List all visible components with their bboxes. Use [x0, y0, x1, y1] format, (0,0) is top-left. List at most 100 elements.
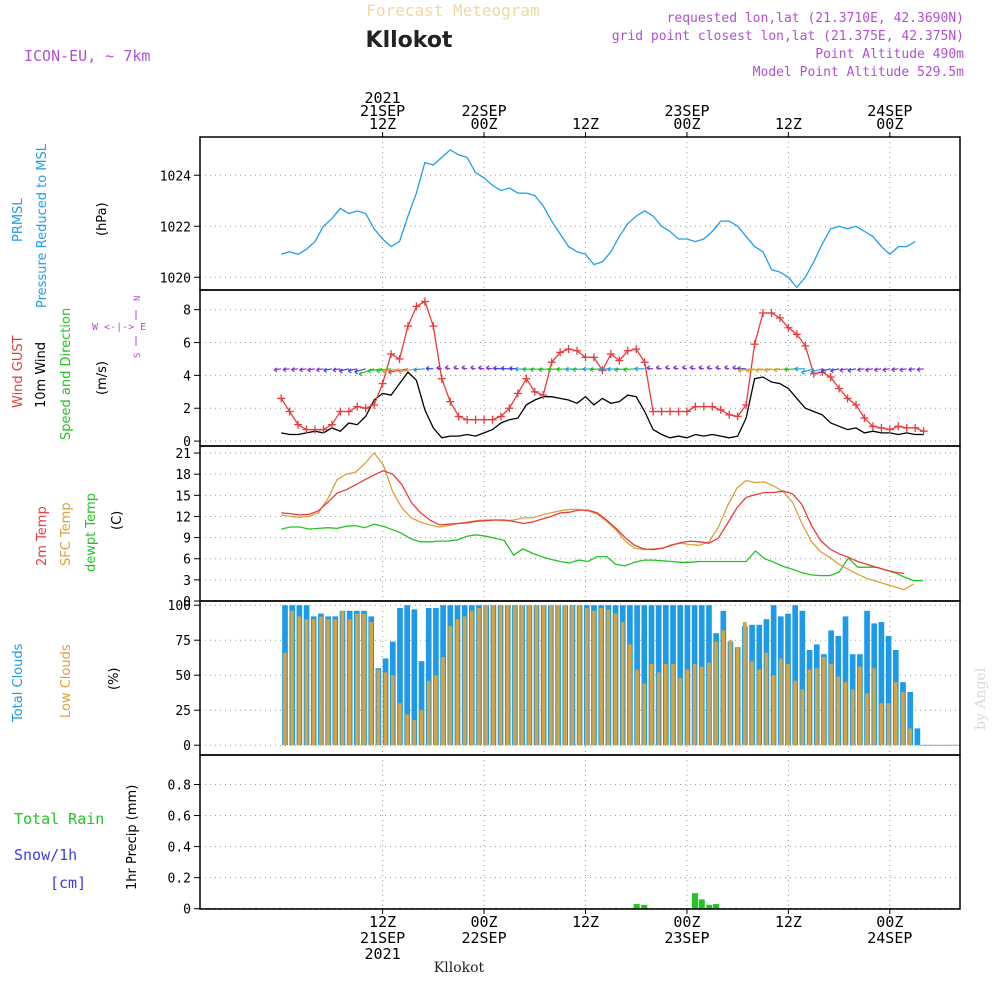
low-cloud-bar	[491, 605, 496, 746]
low-cloud-bar	[283, 652, 287, 746]
wind-direction-arrow	[738, 368, 755, 372]
temp-label-dewpt: dewpt Temp	[84, 493, 99, 572]
low-cloud-bar	[434, 675, 438, 746]
top-time-label: 12Z	[572, 115, 599, 133]
wind-direction-arrowhead	[339, 370, 343, 374]
wind-direction-arrowhead	[376, 370, 380, 374]
clouds-ytick-label: 50	[175, 669, 191, 684]
wind-direction-arrow	[623, 368, 637, 371]
low-cloud-bar	[664, 664, 668, 746]
total-cloud-bar	[914, 728, 921, 746]
top-time-label: 24SEP	[867, 102, 912, 120]
low-cloud-bar	[455, 619, 460, 746]
wind-direction-arrow	[354, 368, 366, 373]
low-cloud-bar	[398, 703, 402, 746]
low-cloud-bar	[879, 703, 884, 746]
pressure-line	[281, 148, 916, 289]
low-cloud-bar	[584, 608, 589, 746]
wind-direction-arrowhead	[646, 367, 651, 371]
wind-label-unit: (m/s)	[95, 361, 110, 395]
chart-title: Forecast Meteogram	[366, 1, 539, 20]
low-cloud-bar	[901, 692, 905, 746]
low-cloud-bar	[412, 720, 417, 746]
wind-direction-arrow	[801, 368, 814, 373]
total-cloud-bar	[677, 605, 684, 746]
total-cloud-bar	[404, 605, 411, 746]
wind-direction-arrowhead	[354, 371, 359, 375]
wind-direction-arrowhead	[689, 367, 694, 371]
wind-direction-arrowhead	[589, 368, 594, 372]
temperature-ytick-label: 6	[183, 553, 191, 568]
precip-label-cm: [cm]	[50, 874, 86, 892]
low-cloud-bar	[340, 610, 345, 746]
low-cloud-bar	[469, 610, 474, 746]
wind-gust-line	[280, 300, 924, 432]
low-cloud-bar	[498, 605, 503, 746]
clouds-ytick-label: 0	[183, 739, 191, 754]
top-time-label: 12Z	[775, 115, 802, 133]
wind-ytick-label: 6	[183, 337, 191, 352]
low-cloud-bar	[347, 619, 352, 746]
low-cloud-bar	[549, 605, 553, 746]
bottom-time-label: 12Z	[369, 913, 396, 931]
low-cloud-bar	[606, 609, 611, 746]
wind-direction-arrowhead	[899, 369, 904, 373]
temp-label-2m: 2m Temp	[35, 506, 50, 566]
rain-bar	[633, 904, 640, 909]
compass-s: S	[133, 353, 143, 358]
low-cloud-bar	[807, 669, 812, 746]
total-cloud-bar	[878, 622, 885, 746]
wind-direction-arrowhead	[755, 369, 760, 373]
bottom-time-label: 12Z	[775, 913, 802, 931]
wind-direction-arrow	[493, 367, 502, 370]
low-cloud-bar	[649, 664, 654, 746]
total-cloud-bar	[864, 610, 870, 746]
temperature-ytick-label: 12	[175, 510, 191, 525]
rain-bar	[698, 899, 705, 909]
low-cloud-bar	[333, 619, 338, 746]
total-cloud-bar	[425, 608, 432, 746]
wind-speed-line	[281, 371, 924, 439]
wind-direction-arrowhead	[367, 370, 372, 374]
wind-direction-arrowhead	[382, 371, 386, 375]
pressure-ytick-label: 1020	[160, 271, 191, 286]
wind-direction-arrowhead	[908, 369, 912, 373]
precip-label-axis: 1hr Precip (mm)	[125, 785, 140, 890]
low-cloud-bar	[297, 616, 302, 746]
top-time-label: 21SEP	[360, 102, 405, 120]
low-cloud-bar	[692, 664, 697, 746]
precip-ytick-label: 0.6	[168, 810, 191, 825]
low-cloud-bar	[814, 668, 819, 746]
top-time-label: 22SEP	[461, 102, 506, 120]
precip-label-snow: Snow/1h	[14, 846, 77, 864]
wind-direction-arrowhead	[839, 369, 844, 373]
wind-direction-arrowhead	[485, 367, 490, 371]
compass-we: W <-|-> E	[92, 322, 146, 333]
wind-direction-arrowhead	[773, 369, 778, 373]
sfc-temp-line	[281, 451, 914, 591]
pressure-label-msl: Pressure Reduced to MSL	[35, 143, 50, 308]
wind-label-10m: 10m Wind	[34, 342, 49, 408]
total-cloud-bar	[907, 692, 914, 746]
temperature-ytick-label: 15	[175, 489, 191, 504]
low-cloud-bar	[757, 669, 762, 746]
wind-direction-arrowhead	[847, 369, 852, 373]
wind-direction-arrowhead	[681, 367, 686, 371]
bottom-time-label: 00Z	[471, 913, 498, 931]
low-cloud-bar	[477, 608, 481, 746]
low-cloud-bar	[843, 682, 848, 746]
pressure-frame	[199, 136, 961, 291]
low-cloud-bar	[505, 605, 510, 746]
wind-direction-arrowhead	[784, 368, 788, 372]
top-time-label: 23SEP	[664, 102, 709, 120]
low-cloud-bar	[362, 613, 366, 746]
low-cloud-bar	[656, 672, 661, 746]
low-cloud-bar	[908, 728, 912, 746]
low-cloud-bar	[786, 664, 790, 746]
low-cloud-bar	[707, 662, 711, 746]
low-cloud-bar	[462, 616, 467, 746]
low-cloud-bar	[714, 641, 718, 746]
wind-direction-arrowhead	[865, 369, 869, 373]
wind-direction-arrowhead	[358, 373, 363, 377]
low-cloud-bar	[563, 605, 567, 746]
